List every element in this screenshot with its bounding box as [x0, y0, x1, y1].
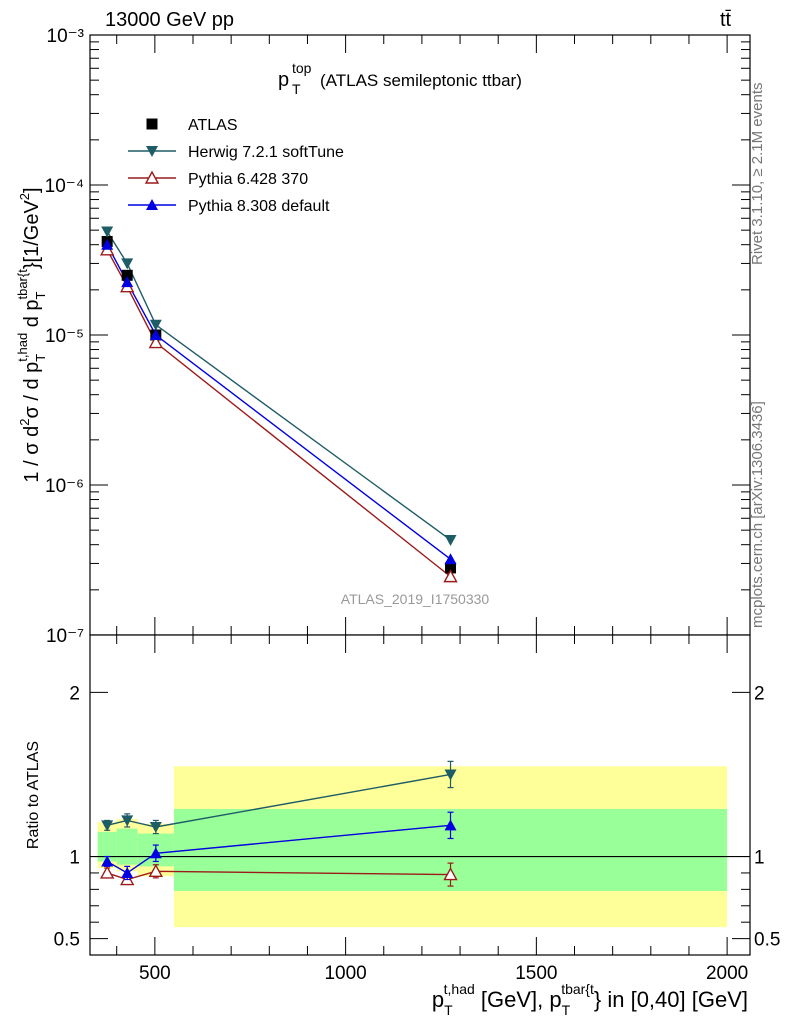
ratio-series-line [107, 773, 451, 828]
ratio-series-line [106, 824, 451, 874]
ratio-y-tick-label-right: 0.5 [754, 930, 780, 951]
ratio-frame [89, 634, 751, 956]
header-process: tt̄ [720, 9, 732, 31]
ratio-data-point [444, 769, 457, 781]
series-line [106, 249, 451, 578]
svg-text:(ATLAS semileptonic ttbar): (ATLAS semileptonic ttbar) [320, 71, 522, 90]
y-tick-label: 10⁻⁷ [46, 626, 84, 647]
legend-label: Pythia 6.428 370 [188, 171, 308, 188]
analysis-watermark: ATLAS_2019_I1750330 [341, 591, 490, 607]
svg-text:top: top [292, 60, 312, 76]
data-point [121, 269, 133, 281]
y-tick-label: 10⁻⁴ [45, 176, 84, 197]
ratio-data-point [101, 855, 114, 867]
data-point [149, 329, 162, 340]
x-tick-label: 1500 [515, 963, 557, 984]
ratio-data-point [444, 819, 457, 831]
svg-text:p: p [278, 69, 289, 91]
ratio-y-tick-label: 0.5 [54, 930, 80, 951]
svg-text:1 / σ d2σ / d pTt,had d pTtbar: 1 / σ d2σ / d pTt,had d pTtbar{t}[1/GeV2… [15, 187, 48, 482]
band-green [97, 831, 117, 862]
main-plot-area [90, 35, 750, 635]
ratio-data-point [99, 865, 115, 879]
y-tick-label: 10⁻⁶ [45, 476, 84, 497]
svg-text:T: T [292, 81, 301, 97]
legend-marker [144, 170, 160, 184]
ratio-data-point [101, 820, 114, 832]
data-point [121, 258, 134, 270]
header-collision: 13000 GeV pp [105, 9, 234, 31]
data-point [149, 319, 162, 331]
data-point [443, 569, 458, 583]
x-axis-label: pTt,had [GeV], pTtbar{t} in [0,40] [GeV] [432, 981, 748, 1018]
ratio-data-point [443, 867, 458, 881]
ratio-data-point [121, 815, 134, 827]
data-point [444, 534, 457, 546]
ratio-y-tick-label: 1 [69, 848, 80, 869]
ratio-y-tick-label: 2 [69, 683, 80, 704]
band-green [116, 828, 138, 865]
plot-title: p top T (ATLAS semileptonic ttbar) [278, 60, 522, 97]
data-point [101, 238, 114, 250]
data-point [445, 562, 457, 574]
main-y-axis-label: 1 / σ d2σ / d pTt,had d pTtbar{t}[1/GeV2… [15, 187, 48, 482]
data-point [148, 335, 163, 349]
ratio-series-line [106, 870, 451, 881]
data-point [101, 226, 114, 238]
y-tick-label: 10⁻³ [47, 26, 85, 47]
main-series-layer [99, 226, 458, 583]
x-tick-label: 2000 [706, 963, 748, 984]
legend-marker [146, 118, 158, 130]
ratio-y-tick-label-right: 1 [754, 848, 765, 869]
legend-label: Herwig 7.2.1 softTune [188, 144, 344, 161]
x-tick-label: 1000 [324, 963, 366, 984]
y-tick-label: 10⁻⁵ [45, 326, 84, 347]
series-line [106, 231, 451, 541]
ratio-uncertainty-bands [90, 766, 750, 928]
rivet-version-label: Rivet 3.1.10, ≥ 2.1M events [749, 83, 766, 266]
legend-marker [146, 146, 158, 157]
ratio-data-point [149, 822, 162, 833]
mcplots-reference-label: mcplots.cern.ch [arXiv:1306.3436] [749, 401, 766, 628]
main-ticks: 10⁻⁷ 10⁻⁶ 10⁻⁵ 10⁻⁴ 10⁻³ [45, 26, 750, 647]
ratio-y-axis-label: Ratio to ATLAS [25, 741, 42, 849]
ratio-data-point [148, 863, 163, 878]
data-point [121, 276, 134, 288]
legend-label: ATLAS [188, 117, 238, 134]
legend-label: Pythia 8.308 default [188, 198, 330, 215]
ratio-data-point [149, 847, 162, 859]
legend: ATLAS Herwig 7.2.1 softTune Pythia 6.428 3… [128, 117, 344, 215]
data-point [444, 553, 457, 565]
ratio-y-tick-label-right: 2 [754, 683, 765, 704]
ratio-series-layer [99, 760, 458, 887]
x-tick-label: 500 [139, 963, 171, 984]
series-line [106, 244, 451, 560]
ratio-data-point [121, 866, 134, 878]
legend-marker [146, 199, 158, 210]
ratio-ticks: 0.5 0.5 1 1 2 2 500 1000 1500 2000 [54, 635, 780, 984]
svg-text:pTt,had [GeV], pTtbar{t} in [0: pTt,had [GeV], pTtbar{t} in [0,40] [GeV] [432, 981, 748, 1018]
